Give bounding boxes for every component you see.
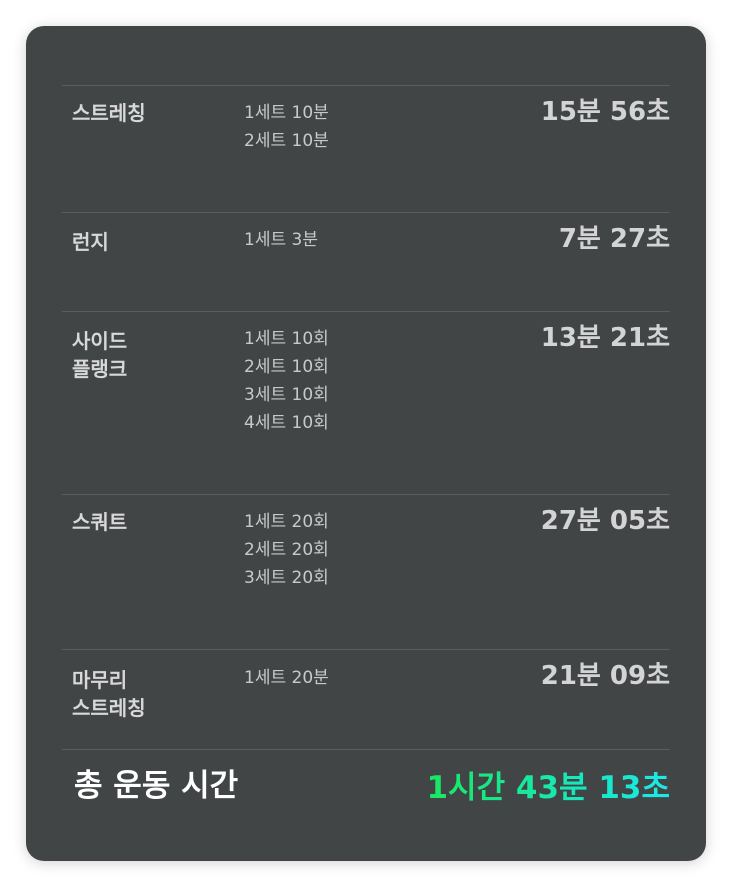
set-item: 3세트 20회 (244, 568, 329, 588)
exercise-sets: 1세트 10회 2세트 10회 3세트 10회 4세트 10회 (244, 325, 329, 437)
set-item: 1세트 10회 (244, 329, 329, 349)
exercise-name: 사이드 플랭크 (72, 327, 212, 383)
exercise-name-line: 스쿼트 (72, 510, 128, 534)
total-divider (62, 749, 670, 750)
exercise-row-cooldown-stretching: 마무리 스트레칭 1세트 20분 21분 09초 (62, 649, 670, 749)
set-item: 2세트 10회 (244, 357, 329, 377)
set-item: 1세트 3분 (244, 230, 318, 250)
exercise-row-lunge: 런지 1세트 3분 7분 27초 (62, 212, 670, 311)
exercise-sets: 1세트 20분 (244, 664, 329, 692)
exercise-name-line: 스트레칭 (72, 101, 146, 125)
exercise-duration: 15분 56초 (540, 97, 670, 127)
total-time-label: 총 운동 시간 (74, 768, 239, 804)
exercise-duration: 27분 05초 (540, 506, 670, 536)
workout-summary-card: 스트레칭 1세트 10분 2세트 10분 15분 56초 런지 1세트 3분 7… (26, 26, 706, 861)
exercise-name: 스트레칭 (72, 99, 212, 127)
set-item: 1세트 20분 (244, 668, 329, 688)
exercise-duration: 21분 09초 (540, 661, 670, 691)
total-time-value: 1시간 43분 13초 (426, 766, 670, 810)
exercise-name-line: 사이드 (72, 329, 128, 353)
exercise-sets: 1세트 3분 (244, 226, 318, 254)
set-item: 2세트 20회 (244, 540, 329, 560)
exercise-name-line: 스트레칭 (72, 696, 146, 720)
exercise-name: 스쿼트 (72, 508, 212, 536)
exercise-duration: 13분 21초 (540, 323, 670, 353)
set-item: 1세트 20회 (244, 512, 329, 532)
set-item: 3세트 10회 (244, 385, 329, 405)
set-item: 1세트 10분 (244, 103, 329, 123)
exercise-row-side-plank: 사이드 플랭크 1세트 10회 2세트 10회 3세트 10회 4세트 10회 … (62, 311, 670, 494)
exercise-name-line: 플랭크 (72, 357, 128, 381)
exercise-row-squat: 스쿼트 1세트 20회 2세트 20회 3세트 20회 27분 05초 (62, 494, 670, 649)
exercise-sets: 1세트 20회 2세트 20회 3세트 20회 (244, 508, 329, 592)
exercise-row-stretching: 스트레칭 1세트 10분 2세트 10분 15분 56초 (62, 85, 670, 212)
exercise-duration: 7분 27초 (558, 224, 670, 254)
exercise-name-line: 마무리 (72, 668, 128, 692)
exercise-name-line: 런지 (72, 230, 109, 254)
exercise-sets: 1세트 10분 2세트 10분 (244, 99, 329, 155)
set-item: 2세트 10분 (244, 131, 329, 151)
exercise-name: 런지 (72, 228, 212, 256)
exercise-name: 마무리 스트레칭 (72, 666, 212, 722)
set-item: 4세트 10회 (244, 413, 329, 433)
